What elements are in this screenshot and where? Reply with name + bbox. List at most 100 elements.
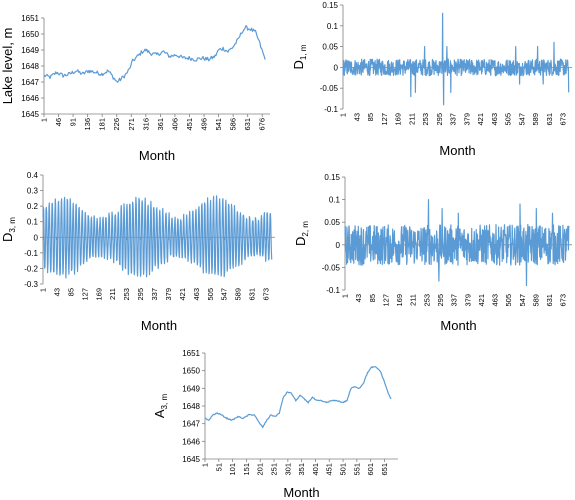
x-tick-label: 451 <box>185 118 194 131</box>
x-tick-label: 85 <box>366 113 375 121</box>
y-axis-label-sub: 3, m <box>160 394 169 410</box>
x-tick-label: 601 <box>366 463 375 476</box>
x-tick-label: 379 <box>463 294 472 307</box>
x-tick-label: 589 <box>531 294 540 307</box>
x-tick-label: 631 <box>243 118 252 131</box>
x-tick-label: 51 <box>214 463 223 471</box>
x-tick-label: 211 <box>409 294 418 306</box>
y-tick-label: -0.05 <box>320 84 339 93</box>
y-tick-label: 0.2 <box>27 202 39 211</box>
y-axis-label-main: Lake level, m <box>0 28 15 105</box>
x-tick-label: 181 <box>98 118 107 131</box>
y-axis-label-sub: 2, m <box>301 221 310 237</box>
x-tick-label: 1 <box>201 463 210 467</box>
x-tick-label: 631 <box>545 113 554 126</box>
x-tick-label: 586 <box>229 118 238 131</box>
x-tick-label: 226 <box>112 118 121 131</box>
x-axis-label: Month <box>141 318 177 333</box>
x-tick-label: 631 <box>248 288 257 301</box>
x-axis-label: Month <box>440 318 476 333</box>
x-tick-label: 43 <box>52 288 61 296</box>
x-tick-label: 551 <box>352 463 361 476</box>
x-tick-label: 169 <box>394 113 403 126</box>
x-tick-label: 211 <box>407 113 416 125</box>
x-tick-label: 589 <box>531 113 540 126</box>
x-tick-label: 463 <box>491 294 500 307</box>
x-tick-label: 271 <box>127 118 136 131</box>
y-tick-label: 1651 <box>21 14 39 23</box>
y-tick-label: 0 <box>334 63 339 72</box>
x-tick-label: 673 <box>262 288 271 301</box>
x-tick-label: 169 <box>94 288 103 301</box>
y-axis-label: D2, m <box>293 221 310 246</box>
y-axis-label: A3, m <box>152 394 169 419</box>
y-axis-label: D3, m <box>0 217 17 242</box>
x-axis-label: Month <box>439 143 475 158</box>
x-tick-label: 43 <box>354 294 363 302</box>
x-tick-label: 673 <box>559 294 568 307</box>
y-axis-label-sub: 3, m <box>8 217 17 233</box>
x-tick-label: 91 <box>69 118 78 126</box>
x-tick-label: 85 <box>368 294 377 302</box>
y-axis-label: D1, m <box>291 44 308 69</box>
y-tick-label: -0.05 <box>322 263 341 272</box>
x-tick-label: 201 <box>256 463 265 476</box>
y-axis-label: Lake level, m <box>0 28 15 105</box>
x-tick-label: 501 <box>339 463 348 476</box>
y-tick-label: 0.4 <box>27 171 39 180</box>
x-tick-label: 547 <box>518 294 527 307</box>
y-axis-label-main: A <box>152 409 167 418</box>
x-tick-label: 1 <box>39 288 48 292</box>
x-tick-label: 451 <box>325 463 334 476</box>
y-tick-label: 1647 <box>182 420 200 429</box>
y-axis-label-main: D <box>291 60 306 69</box>
x-tick-label: 547 <box>517 113 526 126</box>
x-tick-label: 406 <box>170 118 179 131</box>
y-axis-label-sub: 1, m <box>299 44 308 60</box>
chart-lake: 1645 1646 1647 1648 1649 1650 1651 1 46 91 136 181 2… <box>0 14 270 163</box>
x-tick-label: 151 <box>242 463 251 476</box>
y-tick-label: 1650 <box>182 367 200 376</box>
x-tick-label: 127 <box>381 294 390 307</box>
x-tick-label: 301 <box>283 463 292 476</box>
x-tick-label: 631 <box>545 294 554 307</box>
y-tick-label: 1650 <box>21 30 39 39</box>
y-tick-label: -0.2 <box>24 264 38 273</box>
y-tick-label: 1648 <box>21 62 39 71</box>
x-tick-label: 295 <box>136 288 145 301</box>
x-tick-label: 251 <box>270 463 279 476</box>
x-tick-label: 316 <box>141 118 150 131</box>
y-tick-label: 1649 <box>182 384 200 393</box>
x-tick-label: 505 <box>206 288 215 301</box>
x-tick-label: 136 <box>83 118 92 131</box>
x-tick-label: 85 <box>66 288 75 296</box>
series-line <box>43 25 266 83</box>
y-tick-label: 1646 <box>182 437 200 446</box>
y-axis-label-main: D <box>293 237 308 246</box>
x-tick-label: 547 <box>220 288 229 301</box>
y-tick-label: 0.15 <box>324 173 340 182</box>
series-line <box>344 199 570 287</box>
x-tick-label: 421 <box>477 294 486 307</box>
x-tick-label: 101 <box>228 463 237 476</box>
x-tick-label: 1 <box>341 294 350 298</box>
x-tick-label: 505 <box>504 113 513 126</box>
y-tick-label: 0.3 <box>27 187 39 196</box>
x-tick-label: 253 <box>122 288 131 301</box>
x-tick-label: 379 <box>462 113 471 126</box>
x-tick-label: 421 <box>178 288 187 301</box>
y-tick-label: 0.05 <box>322 43 338 52</box>
x-tick-label: 337 <box>450 294 459 307</box>
y-tick-label: 1647 <box>21 78 39 87</box>
y-tick-label: 1648 <box>182 402 200 411</box>
x-tick-label: 351 <box>297 463 306 476</box>
x-tick-label: 463 <box>490 113 499 126</box>
x-tick-label: 651 <box>380 463 389 476</box>
y-tick-label: -0.1 <box>326 286 340 295</box>
y-tick-label: 0.05 <box>324 218 340 227</box>
x-tick-label: 1 <box>40 118 49 122</box>
y-tick-label: -0.3 <box>24 280 38 289</box>
y-tick-label: 0.1 <box>327 22 339 31</box>
